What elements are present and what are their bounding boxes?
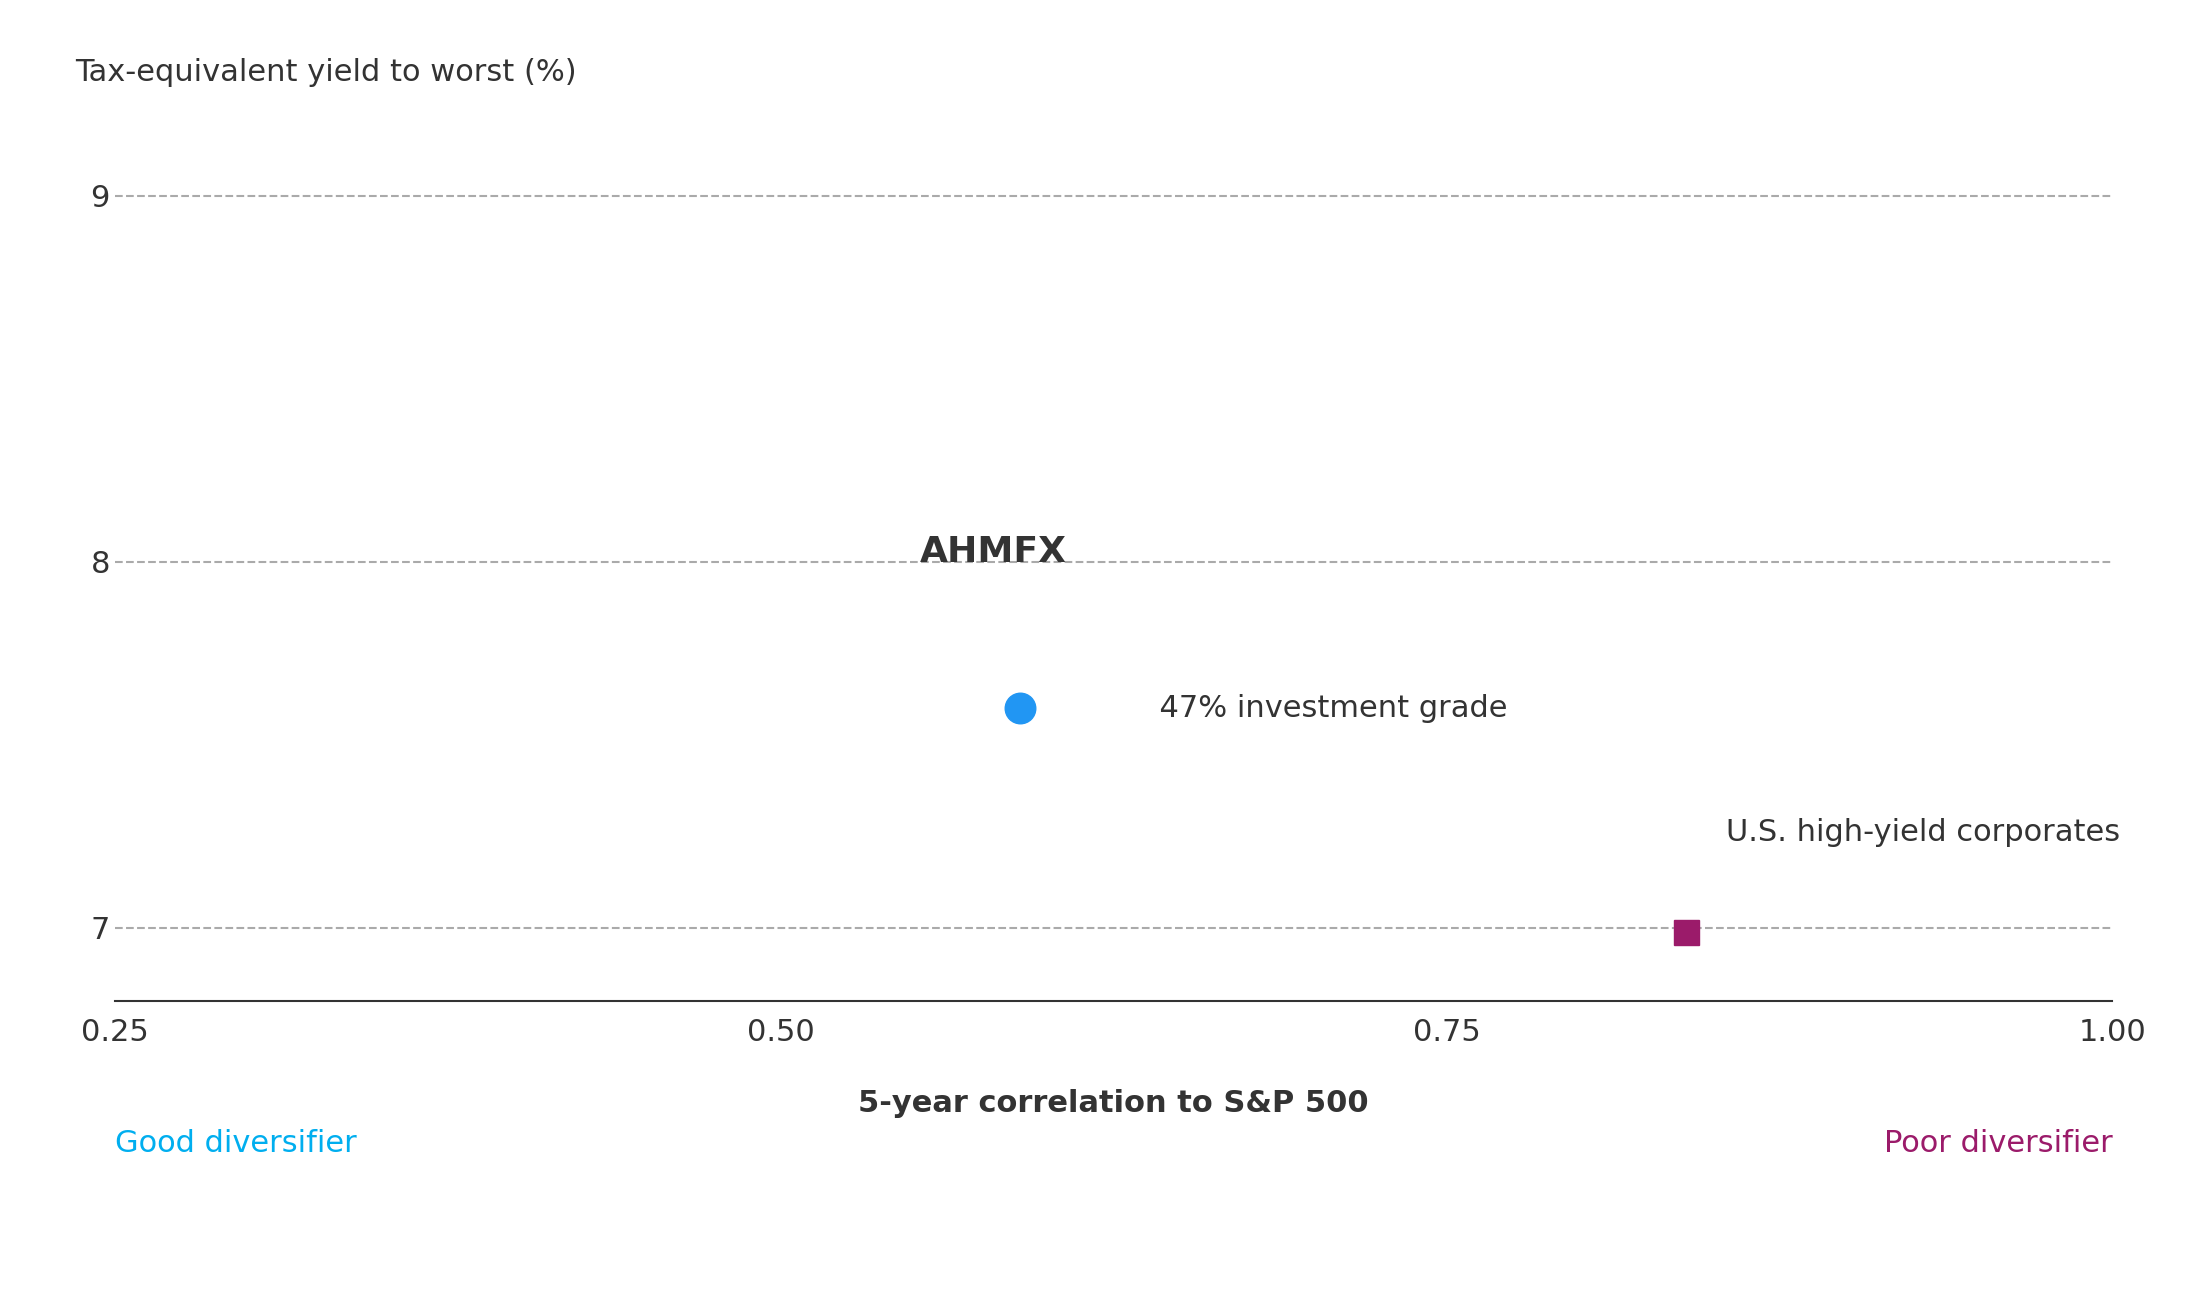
Text: Tax-equivalent yield to worst (%): Tax-equivalent yield to worst (%) (75, 58, 577, 88)
Text: U.S. high-yield corporates: U.S. high-yield corporates (1726, 818, 2121, 847)
Text: Good diversifier: Good diversifier (114, 1129, 357, 1157)
Text: 5-year correlation to S&P 500: 5-year correlation to S&P 500 (857, 1089, 1368, 1118)
Text: Poor diversifier: Poor diversifier (1884, 1129, 2112, 1157)
Text: AHMFX: AHMFX (921, 535, 1068, 569)
Text: 47% investment grade: 47% investment grade (1140, 694, 1509, 723)
